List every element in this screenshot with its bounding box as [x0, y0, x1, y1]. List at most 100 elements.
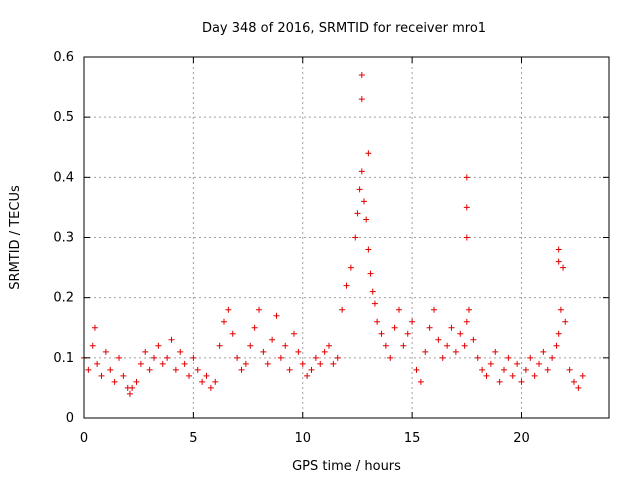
data-point — [457, 330, 464, 337]
data-point — [168, 336, 175, 343]
data-point — [216, 342, 223, 349]
data-point — [365, 150, 372, 157]
y-axis-label: SRMTID / TECUs — [8, 185, 23, 290]
data-point — [466, 306, 472, 313]
data-point — [549, 354, 556, 361]
data-point — [326, 342, 332, 349]
data-point — [181, 360, 188, 367]
data-point — [339, 306, 346, 313]
data-point — [98, 372, 105, 379]
data-point — [172, 366, 179, 373]
data-point — [439, 354, 446, 361]
data-point — [304, 372, 311, 379]
data-point — [85, 366, 92, 373]
data-point — [354, 210, 361, 217]
data-point — [212, 378, 219, 385]
data-point — [518, 378, 525, 385]
data-point — [422, 348, 429, 355]
data-point — [242, 360, 249, 367]
data-point — [562, 318, 569, 325]
data-point — [203, 372, 210, 379]
data-point — [540, 348, 547, 355]
x-axis-label: GPS time / hours — [292, 459, 401, 474]
data-point — [269, 336, 276, 343]
data-point — [378, 330, 385, 337]
data-point — [361, 198, 367, 205]
data-point — [225, 306, 232, 313]
data-point — [514, 360, 521, 367]
data-point — [544, 366, 551, 373]
data-point — [107, 366, 114, 373]
data-point — [555, 258, 562, 265]
data-point — [321, 348, 328, 355]
axis-ticks: 0 5 10 15 20 0 0.1 0.2 0.3 0.4 0.5 0.6 — [53, 50, 609, 446]
data-point — [260, 348, 267, 355]
y-tick-label: 0.1 — [53, 351, 74, 366]
data-point — [89, 342, 96, 349]
data-point — [463, 174, 470, 181]
x-tick-label: 5 — [189, 431, 197, 446]
data-point — [527, 354, 534, 361]
data-point — [553, 342, 560, 349]
data-point — [387, 354, 394, 361]
data-point — [91, 324, 98, 331]
data-point — [264, 360, 271, 367]
data-point — [404, 330, 411, 337]
data-point — [413, 366, 420, 373]
data-point — [369, 288, 376, 295]
data-point — [566, 366, 573, 373]
data-points — [81, 72, 586, 397]
data-point — [334, 354, 341, 361]
data-point — [470, 336, 477, 343]
data-point — [291, 330, 297, 337]
data-point — [299, 360, 306, 367]
data-point — [247, 342, 254, 349]
y-tick-label: 0.5 — [53, 110, 74, 125]
data-point — [142, 348, 149, 355]
data-point — [256, 306, 262, 313]
chart-title: Day 348 of 2016, SRMTID for receiver mro… — [202, 21, 486, 36]
data-point — [371, 300, 378, 307]
data-point — [102, 348, 109, 355]
data-point — [137, 360, 144, 367]
x-tick-label: 0 — [80, 431, 88, 446]
data-point — [479, 366, 486, 373]
data-point — [177, 348, 184, 355]
data-point — [229, 330, 236, 337]
data-point — [452, 348, 459, 355]
data-point — [347, 264, 354, 271]
data-point — [463, 204, 470, 211]
data-point — [330, 360, 337, 367]
data-point — [151, 354, 157, 361]
data-point — [435, 336, 442, 343]
data-point — [400, 342, 407, 349]
data-point — [555, 246, 562, 253]
data-point — [444, 342, 451, 349]
data-point — [431, 306, 437, 313]
data-point — [358, 72, 365, 79]
data-point — [159, 360, 166, 367]
data-point — [409, 318, 416, 325]
data-point — [94, 360, 101, 367]
data-point — [487, 360, 494, 367]
data-point — [496, 378, 503, 385]
data-point — [207, 384, 214, 391]
data-point — [120, 372, 127, 379]
data-point — [277, 354, 284, 361]
data-point — [238, 366, 245, 373]
data-point — [474, 354, 481, 361]
data-point — [505, 354, 512, 361]
data-point — [531, 372, 538, 379]
data-point — [365, 246, 372, 253]
data-point — [501, 366, 507, 373]
data-point — [522, 366, 529, 373]
data-point — [374, 318, 381, 325]
data-point — [417, 378, 424, 385]
data-point — [356, 186, 363, 193]
data-point — [221, 318, 227, 325]
data-point — [234, 354, 241, 361]
y-tick-label: 0 — [66, 411, 74, 426]
data-point — [536, 360, 542, 367]
data-point — [560, 264, 567, 271]
